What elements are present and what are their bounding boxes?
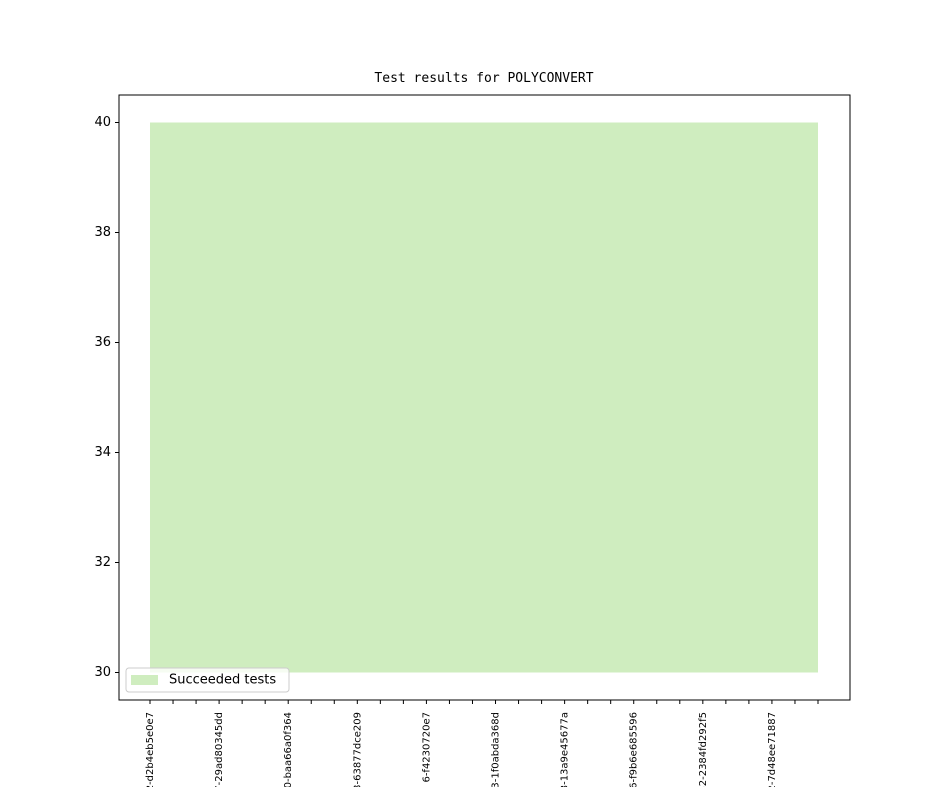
- y-tick-label: 40: [94, 115, 111, 130]
- x-tick-label: 2-d2b4eb5e0e7: [145, 712, 156, 787]
- y-tick-label: 34: [94, 445, 111, 460]
- x-tick-label: 7-29ad80345dd: [214, 712, 225, 787]
- x-tick-label: 0-baa66a0f364: [283, 712, 294, 787]
- chart-title: Test results for POLYCONVERT: [374, 71, 593, 86]
- x-tick-label: 3-1f0abda368d: [491, 712, 502, 787]
- y-tick-label: 38: [94, 225, 111, 240]
- x-tick-label: 6-f4230720e7: [421, 712, 432, 783]
- legend-swatch: [131, 675, 158, 685]
- x-tick-label: 3-13a9e45677a: [560, 712, 571, 787]
- x-tick-label: 2-7d48ee71887: [767, 712, 778, 787]
- y-tick-label: 32: [94, 555, 111, 570]
- y-tick-label: 30: [94, 665, 111, 680]
- plot-frame: [118, 94, 851, 701]
- x-tick-label: 3-63877dce209: [352, 712, 363, 787]
- area: [150, 122, 818, 673]
- x-tick-label: 42-2384fd292f5: [698, 712, 709, 787]
- x-tick-label: 6-f9b6e685596: [629, 712, 640, 787]
- legend-frame: [125, 667, 290, 693]
- legend: Succeeded tests: [125, 667, 290, 693]
- legend-label: Succeeded tests: [169, 673, 276, 688]
- y-tick-label: 36: [94, 335, 111, 350]
